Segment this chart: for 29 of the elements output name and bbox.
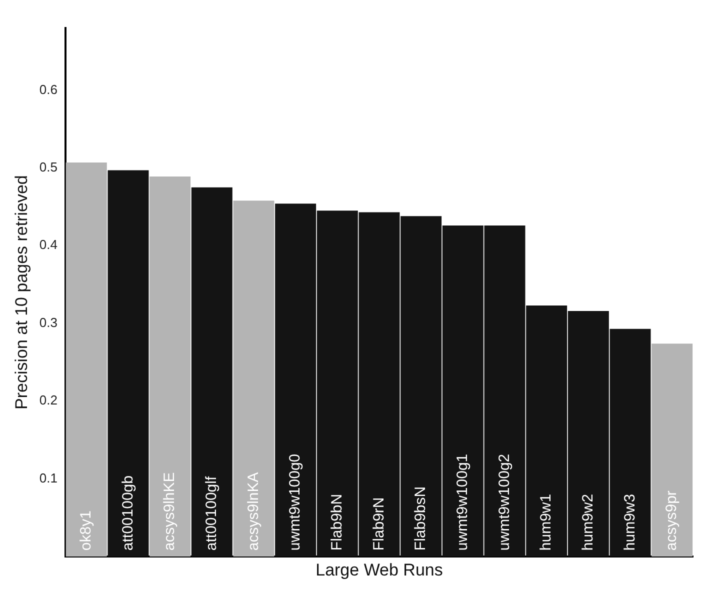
y-tick-label: 0.3 [39,314,58,330]
x-tick-label: acsys9lhKE [161,472,178,551]
x-tick-label: uwmt9w100g2 [496,454,513,551]
x-tick-label: Flab9bsN [412,486,430,551]
y-tick-label: 0.4 [39,237,58,252]
x-tick-label: att00100gb [119,476,136,551]
bar [233,200,274,557]
y-tick-label: 0.2 [39,392,58,408]
x-tick-label: acsys9lnKA [244,472,262,551]
x-axis-title: Large Web Runs [316,560,443,580]
bar [191,187,232,557]
y-axis-title: Precision at 10 pages retrieved [12,175,31,410]
x-tick-label: hum9w2 [580,494,597,551]
y-tick-label: 0.1 [39,470,58,486]
bar [108,170,149,557]
y-tick-label: 0.5 [39,160,58,174]
bar [66,162,107,557]
x-tick-label: acsys9pr [663,490,680,551]
x-tick-label: uwmt9w100g1 [454,454,472,551]
x-tick-label: hum9w3 [621,494,638,551]
bar [652,344,693,557]
x-tick-label: hum9w1 [538,494,555,551]
y-tick-label: 0.6 [39,82,58,97]
x-tick-label: Flab9bN [328,494,346,551]
x-tick-label: Flab9rN [370,497,388,551]
x-tick-label: uwmt9w100g0 [286,454,304,551]
x-tick-label: att00100glf [203,476,220,551]
x-tick-label: ok8y1 [78,510,95,551]
bar [150,176,191,557]
